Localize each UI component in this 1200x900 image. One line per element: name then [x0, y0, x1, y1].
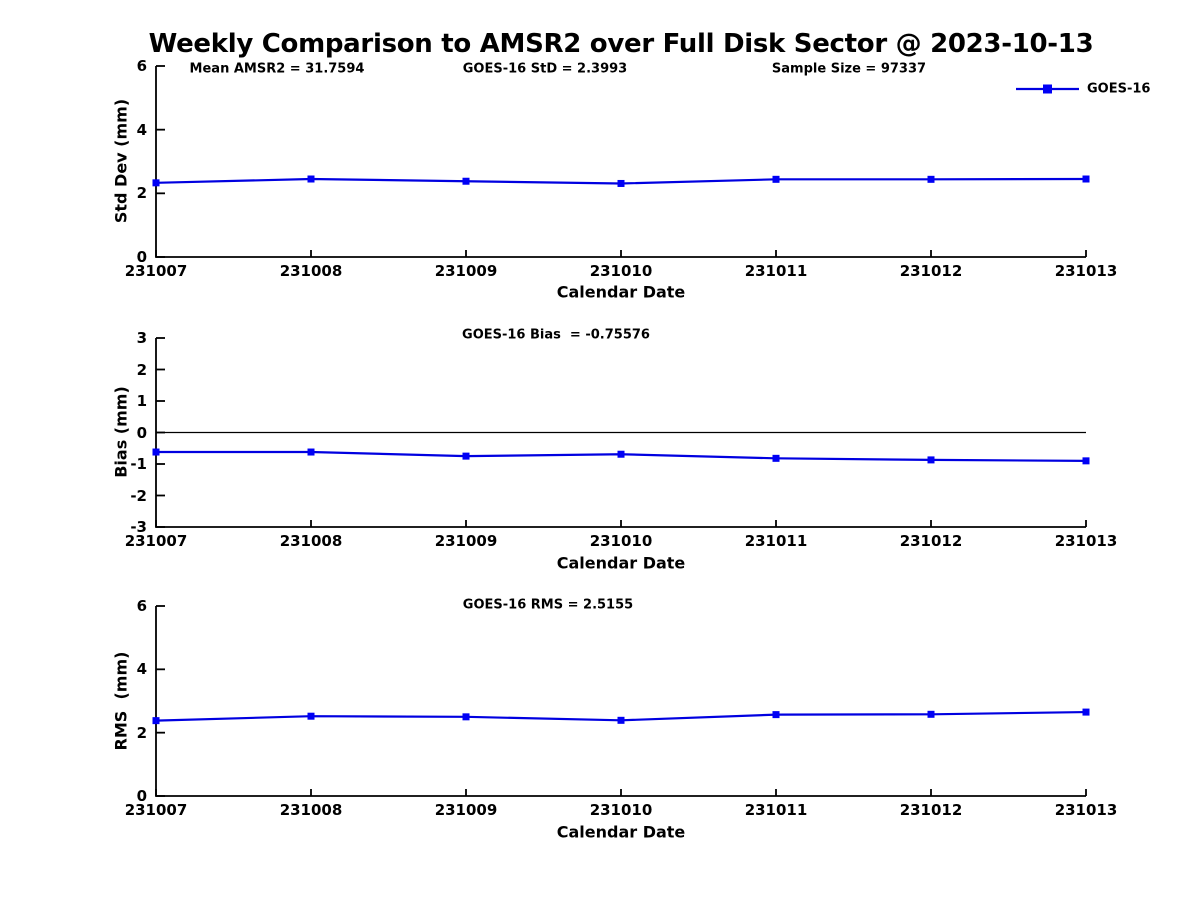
- xlabel-calendar-date-2: Calendar Date: [556, 553, 686, 573]
- y-tick-label-3: 2: [136, 723, 147, 742]
- x-tick-label-2: 231010: [589, 532, 653, 550]
- x-tick-label-3: 231009: [434, 801, 498, 819]
- y-tick-label-2: -1: [130, 455, 147, 473]
- legend-label-goes16: GOES-16: [1087, 81, 1151, 97]
- axis-box-3: [155, 606, 1086, 797]
- x-tick-label-3: 231007: [124, 801, 188, 819]
- x-tick-label-2: 231009: [434, 532, 498, 550]
- series-marker-1: [617, 179, 625, 187]
- series-marker-1: [307, 175, 315, 183]
- annotation-goes16-bias: GOES-16 Bias = -0.75576: [462, 327, 650, 343]
- y-tick-label-2: 3: [136, 329, 147, 347]
- series-marker-2: [152, 448, 160, 456]
- x-tick-label-2: 231012: [899, 532, 963, 550]
- y-tick-label-3: 4: [136, 660, 147, 679]
- series-marker-3: [462, 713, 470, 721]
- x-tick-label-3: 231012: [899, 801, 963, 819]
- y-tick-label-2: 0: [136, 423, 147, 442]
- series-marker-1: [152, 179, 160, 187]
- x-tick-label-3: 231011: [744, 801, 808, 819]
- series-marker-1: [927, 175, 935, 183]
- x-tick-label-2: 231007: [124, 532, 188, 550]
- y-tick-label-3: 6: [136, 597, 147, 615]
- annotation-goes16-std: GOES-16 StD = 2.3993: [462, 61, 628, 77]
- series-marker-3: [772, 711, 780, 719]
- series-marker-1: [772, 175, 780, 183]
- series-marker-3: [617, 716, 625, 724]
- x-tick-label-2: 231013: [1054, 532, 1118, 550]
- series-marker-1: [1082, 175, 1090, 183]
- series-marker-2: [772, 454, 780, 462]
- y-tick-label-2: 2: [136, 360, 147, 379]
- y-tick-label-2: -3: [130, 518, 147, 536]
- axis-box-1: [155, 66, 1086, 258]
- series-marker-3: [1082, 708, 1090, 716]
- x-tick-label-1: 231013: [1054, 262, 1118, 280]
- x-tick-label-1: 231010: [589, 262, 653, 280]
- x-tick-label-3: 231010: [589, 801, 653, 819]
- x-tick-label-2: 231011: [744, 532, 808, 550]
- annotation-goes16-rms: GOES-16 RMS = 2.5155: [462, 597, 634, 613]
- y-tick-label-1: 2: [136, 184, 147, 203]
- series-marker-3: [927, 710, 935, 718]
- y-tick-label-2: 1: [136, 392, 147, 410]
- x-tick-label-1: 231011: [744, 262, 808, 280]
- legend-marker-sample: [1043, 84, 1052, 94]
- x-tick-label-3: 231013: [1054, 801, 1118, 819]
- x-tick-label-2: 231008: [279, 532, 343, 550]
- series-marker-3: [152, 717, 160, 725]
- x-tick-label-1: 231012: [899, 262, 963, 280]
- x-tick-label-1: 231009: [434, 262, 498, 280]
- xlabel-calendar-date-3: Calendar Date: [556, 822, 686, 842]
- y-tick-label-1: 4: [136, 120, 147, 139]
- annotation-mean-amsr2: Mean AMSR2 = 31.7594: [189, 61, 365, 77]
- x-tick-label-1: 231008: [279, 262, 343, 280]
- series-marker-2: [927, 456, 935, 464]
- y-tick-label-1: 6: [136, 57, 147, 75]
- series-marker-1: [462, 177, 470, 185]
- ylabel-std-dev: Std Dev (mm): [111, 98, 131, 224]
- y-tick-label-1: 0: [136, 248, 147, 266]
- series-marker-2: [307, 448, 315, 456]
- annotation-sample-size: Sample Size = 97337: [771, 61, 927, 77]
- series-marker-2: [1082, 457, 1090, 465]
- figure-title: Weekly Comparison to AMSR2 over Full Dis…: [148, 29, 1094, 59]
- xlabel-calendar-date-1: Calendar Date: [556, 282, 686, 302]
- x-tick-label-1: 231007: [124, 262, 188, 280]
- y-tick-label-3: 0: [136, 787, 147, 805]
- series-marker-2: [617, 450, 625, 458]
- x-tick-label-3: 231008: [279, 801, 343, 819]
- series-marker-2: [462, 452, 470, 460]
- y-tick-label-2: -2: [130, 486, 147, 505]
- series-marker-3: [307, 712, 315, 720]
